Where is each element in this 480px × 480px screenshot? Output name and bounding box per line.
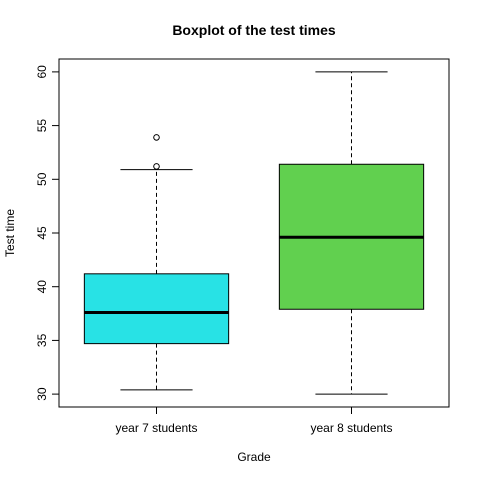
y-tick-label: 35 (35, 333, 49, 347)
plot-marks: 30 35 40 45 50 55 60 year 7 students year 8 stud… (35, 65, 425, 435)
x-axis-label: Grade (237, 450, 271, 464)
y-tick-label: 55 (35, 119, 49, 133)
y-tick-label: 40 (35, 280, 49, 294)
outlier-point (153, 134, 160, 141)
y-axis-label: Test time (3, 209, 17, 257)
x-tick-label: year 7 students (115, 421, 197, 435)
y-tick-label: 30 (35, 387, 49, 401)
y-tick-label: 45 (35, 226, 49, 240)
y-tick-label: 50 (35, 172, 49, 186)
chart-title: Boxplot of the test times (172, 22, 336, 38)
x-tick-label: year 8 students (310, 421, 392, 435)
outlier-point (153, 163, 160, 170)
y-tick-label: 60 (35, 65, 49, 79)
box-iqr (83, 273, 230, 345)
